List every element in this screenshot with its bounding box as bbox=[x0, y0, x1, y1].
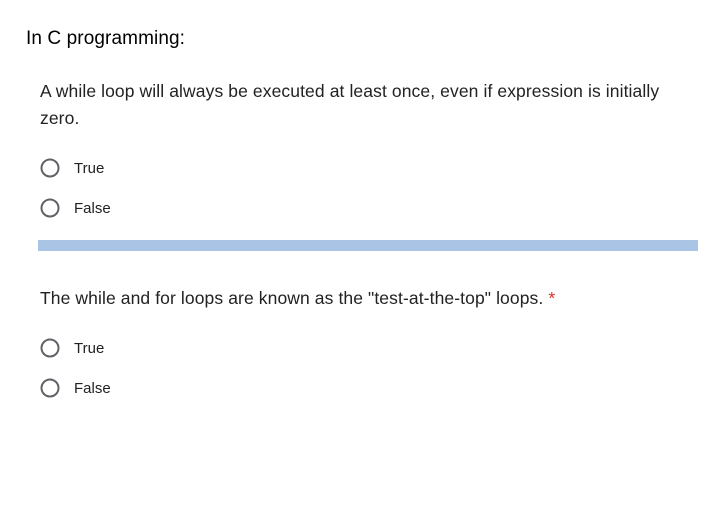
option-row-q2-true[interactable]: True bbox=[40, 338, 690, 358]
option-row-q2-false[interactable]: False bbox=[40, 378, 690, 398]
question-2-text: The while and for loops are known as the… bbox=[40, 285, 690, 312]
option-row-q1-false[interactable]: False bbox=[40, 198, 690, 218]
required-asterisk: * bbox=[548, 288, 555, 308]
question-1-text: A while loop will always be executed at … bbox=[40, 78, 690, 132]
radio-icon[interactable] bbox=[40, 378, 60, 398]
question-2-text-content: The while and for loops are known as the… bbox=[40, 288, 548, 308]
radio-icon[interactable] bbox=[40, 158, 60, 178]
option-label-true: True bbox=[74, 160, 104, 177]
option-row-q1-true[interactable]: True bbox=[40, 158, 690, 178]
section-divider bbox=[38, 240, 698, 251]
option-label-false: False bbox=[74, 200, 111, 217]
radio-icon[interactable] bbox=[40, 338, 60, 358]
question-1: A while loop will always be executed at … bbox=[26, 78, 698, 218]
page-title: In C programming: bbox=[26, 28, 698, 50]
option-label-true: True bbox=[74, 340, 104, 357]
option-label-false: False bbox=[74, 380, 111, 397]
question-2: The while and for loops are known as the… bbox=[26, 285, 698, 398]
question-1-text-content: A while loop will always be executed at … bbox=[40, 81, 659, 128]
radio-icon[interactable] bbox=[40, 198, 60, 218]
